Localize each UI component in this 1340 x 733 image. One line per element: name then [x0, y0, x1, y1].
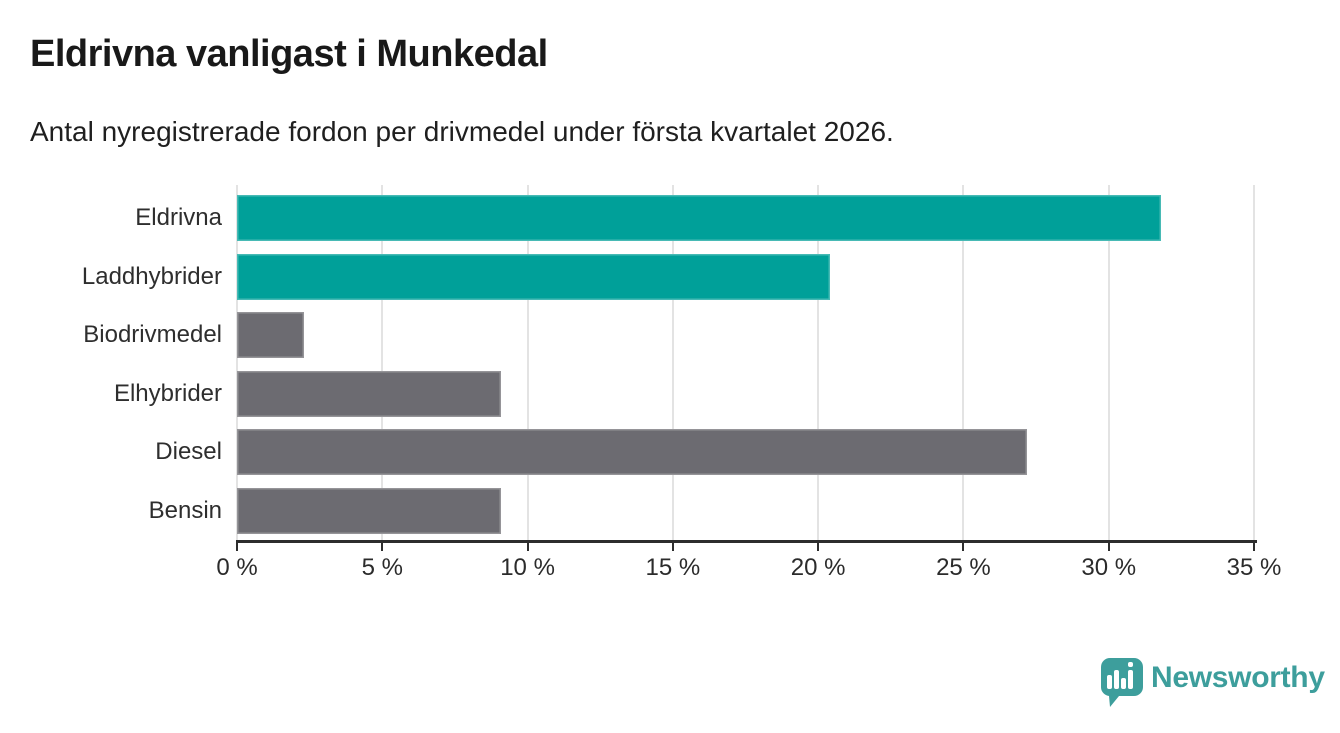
category-label: Elhybrider	[113, 379, 222, 407]
chart-title: Eldrivna vanligast i Munkedal	[30, 33, 548, 75]
x-tick-mark	[1253, 543, 1255, 551]
x-tick-label: 15 %	[645, 554, 701, 581]
grid-line	[1107, 185, 1110, 540]
x-tick-mark	[381, 543, 384, 551]
grid-line	[671, 185, 674, 540]
x-tick-label: 0 %	[216, 554, 258, 581]
x-tick-mark	[671, 543, 674, 551]
category-label: Bensin	[148, 497, 222, 524]
x-tick-mark	[526, 543, 529, 551]
newsworthy-wordmark: Newsworthy	[1151, 661, 1325, 694]
category-label: Laddhybrider	[81, 262, 222, 290]
category-label: Biodrivmedel	[83, 321, 222, 349]
x-tick-mark	[817, 543, 820, 551]
newsworthy-speech-bubble-bar-chart-icon	[1100, 658, 1143, 707]
x-tick-mark	[1107, 543, 1110, 551]
grid-line	[962, 185, 965, 540]
category-label: Diesel	[155, 438, 222, 466]
x-tick-mark	[962, 543, 965, 551]
bar	[237, 370, 502, 417]
grid-line	[236, 185, 238, 540]
x-tick-label: 20 %	[790, 554, 846, 581]
bar	[237, 488, 502, 534]
grid-line	[1253, 185, 1255, 540]
bar	[237, 253, 830, 300]
x-tick-label: 5 %	[361, 554, 403, 581]
bar	[237, 312, 304, 359]
x-tick-label: 35 %	[1226, 554, 1282, 581]
chart-subtitle: Antal nyregistrerade fordon per drivmede…	[30, 116, 894, 147]
x-tick-label: 30 %	[1081, 554, 1137, 581]
grid-line	[381, 185, 384, 540]
bar	[237, 195, 1162, 241]
x-tick-label: 10 %	[500, 554, 555, 581]
newsworthy-logo	[1100, 658, 1147, 710]
category-label: Eldrivna	[135, 204, 222, 231]
x-tick-label: 25 %	[936, 554, 991, 581]
x-tick-mark	[236, 543, 238, 551]
bar	[237, 429, 1028, 476]
grid-line	[526, 185, 529, 540]
grid-line	[817, 185, 820, 540]
x-axis-line	[236, 540, 1257, 543]
